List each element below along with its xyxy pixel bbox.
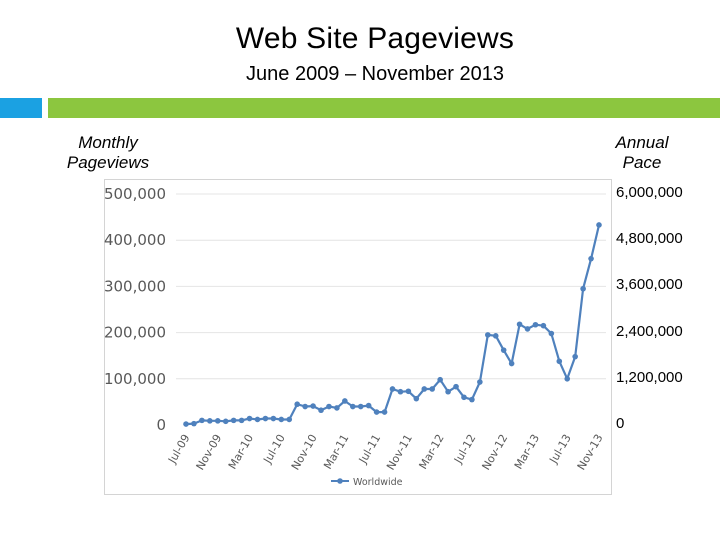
data-point — [357, 403, 364, 410]
data-point — [349, 403, 356, 410]
data-point — [532, 321, 539, 328]
data-point — [596, 222, 602, 228]
data-point — [254, 416, 261, 423]
data-point — [278, 416, 285, 423]
y-tick-label: 300,000 — [104, 277, 166, 295]
legend-swatch-marker — [337, 478, 343, 484]
y2-tick-label: 1,200,000 — [616, 368, 683, 386]
x-tick-label: Mar-12 — [416, 432, 446, 471]
y2-tick-label: 4,800,000 — [616, 230, 683, 248]
data-point — [294, 401, 300, 408]
x-tick-label: Nov-10 — [289, 432, 320, 472]
data-point — [572, 353, 578, 360]
data-point — [207, 418, 213, 424]
right-axis-title: Annual Pace — [600, 133, 684, 173]
accent-bar-green — [48, 98, 720, 118]
data-point — [556, 358, 563, 365]
data-point — [429, 386, 436, 392]
data-point — [238, 417, 245, 424]
data-point — [302, 403, 308, 410]
data-point — [445, 388, 451, 395]
data-point — [381, 409, 388, 415]
data-point — [199, 417, 205, 424]
data-point — [246, 415, 253, 422]
x-tick-label: Jul-11 — [356, 432, 383, 466]
data-point — [389, 386, 396, 392]
data-point — [516, 321, 523, 328]
data-point — [397, 388, 404, 395]
data-point — [326, 403, 332, 410]
data-point — [540, 322, 547, 329]
x-tick-label: Nov-12 — [479, 432, 510, 472]
y2-tick-label: 6,000,000 — [616, 184, 683, 201]
data-point — [580, 285, 586, 292]
data-point — [286, 416, 293, 423]
data-point — [334, 405, 340, 411]
data-point — [373, 409, 380, 415]
x-tick-label: Mar-10 — [226, 432, 256, 471]
data-point — [437, 376, 443, 383]
data-point — [270, 415, 277, 422]
y-tick-label: 100,000 — [104, 370, 166, 388]
data-point — [508, 360, 515, 367]
data-point — [477, 379, 483, 385]
right-axis-title-line-1: Annual — [615, 133, 669, 152]
data-point — [461, 394, 467, 401]
y2-tick-label: 2,400,000 — [616, 322, 683, 340]
y-tick-label: 0 — [156, 416, 166, 434]
data-point — [262, 415, 269, 422]
data-point — [548, 330, 555, 337]
data-point — [222, 418, 229, 425]
data-point — [485, 332, 491, 338]
data-point — [214, 418, 221, 424]
data-point — [469, 396, 475, 403]
data-point — [421, 386, 428, 392]
data-point — [310, 403, 316, 409]
data-point — [413, 395, 420, 402]
x-tick-label: Jul-12 — [451, 432, 478, 466]
y-tick-label: 200,000 — [104, 324, 166, 342]
data-point — [492, 333, 499, 339]
data-point — [230, 417, 237, 424]
x-tick-label: Mar-13 — [512, 432, 542, 471]
right-axis-title-line-2: Pace — [622, 153, 662, 172]
page-title: Web Site Pageviews — [235, 22, 515, 55]
data-point — [564, 376, 571, 382]
y2-tick-label: 0 — [616, 415, 625, 432]
x-tick-label: Nov-09 — [194, 432, 225, 472]
legend-label: Worldwide — [353, 477, 403, 488]
left-axis-title-line-1: Monthly — [78, 133, 138, 152]
data-point — [183, 421, 189, 427]
data-point — [453, 383, 459, 390]
page-subtitle: June 2009 – November 2013 — [246, 63, 504, 85]
chart-frame — [104, 179, 612, 495]
data-point — [500, 347, 507, 353]
y-tick-label: 500,000 — [104, 185, 166, 203]
left-axis-title-line-2: Pageviews — [66, 153, 150, 172]
x-tick-label: Jul-10 — [261, 432, 288, 466]
data-point — [405, 388, 412, 395]
y-tick-label: 400,000 — [104, 231, 166, 249]
y2-tick-label: 3,600,000 — [616, 276, 683, 294]
accent-bar-blue — [0, 98, 42, 118]
data-point — [588, 255, 594, 262]
x-tick-label: Nov-13 — [575, 432, 606, 472]
data-point — [318, 407, 324, 414]
left-axis-title: Monthly Pageviews — [58, 133, 158, 173]
data-point — [342, 398, 348, 404]
data-point — [524, 326, 531, 332]
x-tick-label: Jul-09 — [165, 432, 192, 466]
x-tick-label: Nov-11 — [384, 432, 415, 472]
x-tick-label: Jul-13 — [546, 432, 573, 466]
x-tick-label: Mar-11 — [321, 432, 351, 471]
data-point — [365, 402, 372, 409]
data-point — [191, 420, 197, 427]
